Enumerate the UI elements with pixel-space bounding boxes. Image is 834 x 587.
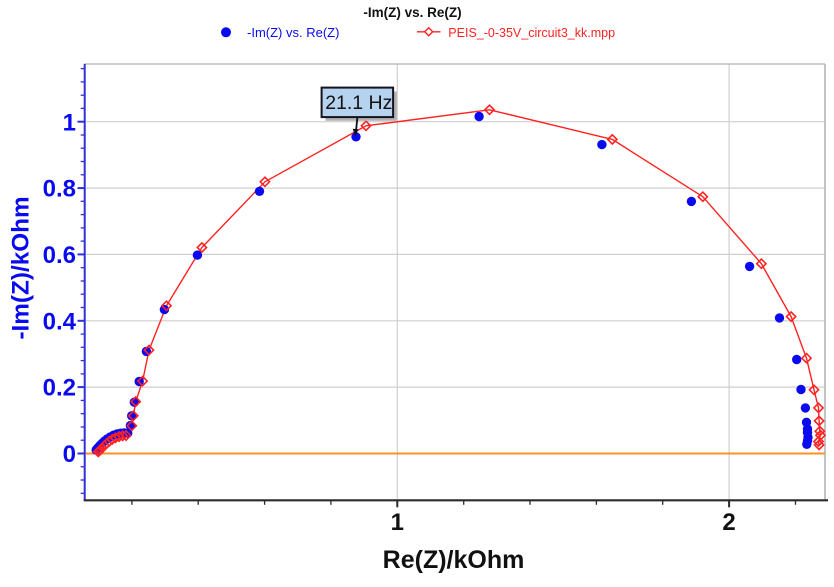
svg-text:0.8: 0.8 bbox=[43, 176, 76, 203]
svg-text:0: 0 bbox=[63, 441, 76, 468]
svg-text:-Im(Z) vs. Re(Z): -Im(Z) vs. Re(Z) bbox=[363, 5, 461, 20]
svg-text:Re(Z)/kOhm: Re(Z)/kOhm bbox=[383, 546, 525, 574]
svg-text:-Im(Z) vs. Re(Z): -Im(Z) vs. Re(Z) bbox=[247, 25, 339, 40]
svg-text:PEIS_-0-35V_circuit3_kk.mpp: PEIS_-0-35V_circuit3_kk.mpp bbox=[448, 26, 615, 40]
svg-text:1: 1 bbox=[63, 109, 76, 136]
svg-text:1: 1 bbox=[391, 509, 404, 536]
svg-text:21.1 Hz: 21.1 Hz bbox=[325, 92, 392, 114]
svg-text:2: 2 bbox=[722, 509, 735, 536]
svg-text:0.4: 0.4 bbox=[43, 308, 77, 335]
svg-text:-Im(Z)/kOhm: -Im(Z)/kOhm bbox=[7, 196, 34, 339]
svg-text:0.2: 0.2 bbox=[43, 375, 76, 402]
svg-text:0.6: 0.6 bbox=[43, 242, 76, 269]
